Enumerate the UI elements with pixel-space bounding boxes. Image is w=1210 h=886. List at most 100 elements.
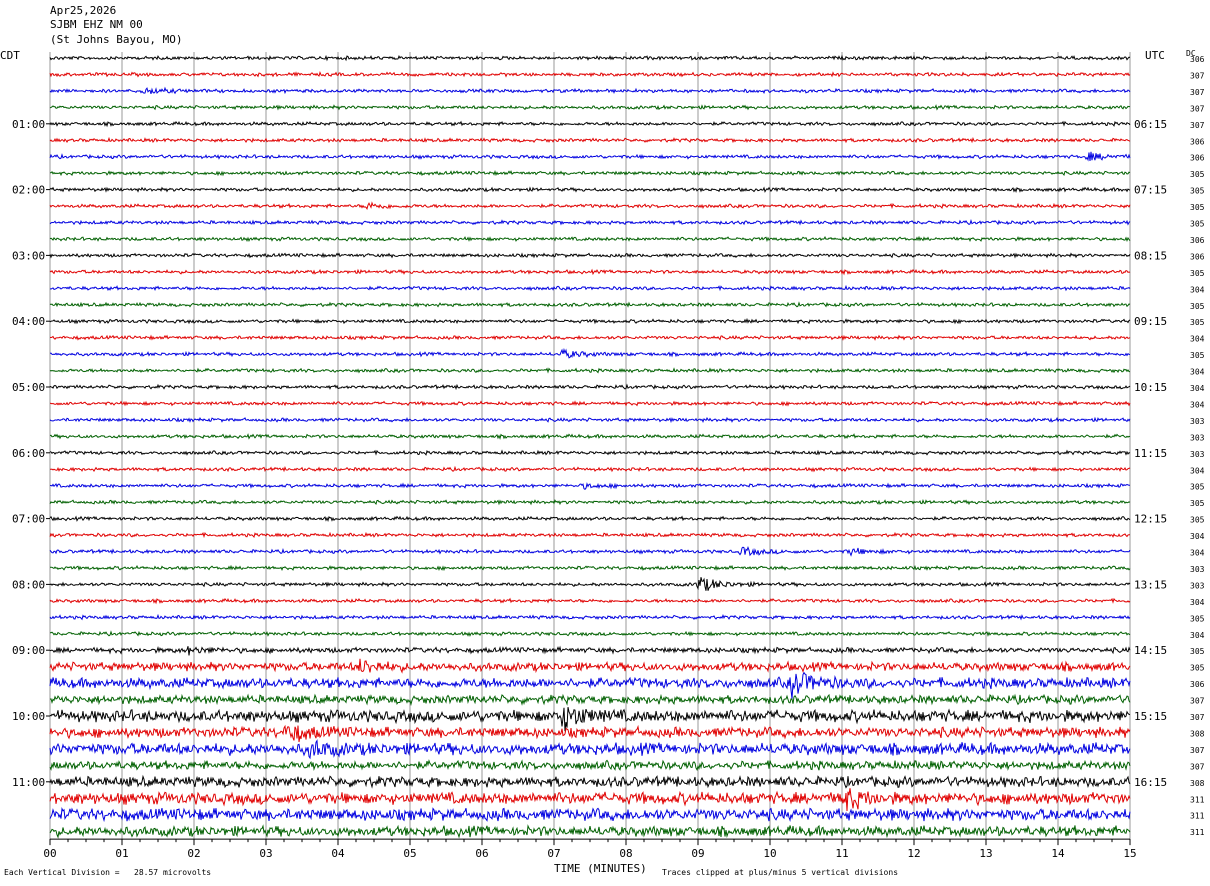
trace-line-1 (49, 71, 1131, 78)
x-tick-label-03: 03 (259, 847, 272, 860)
x-tick-label-01: 01 (115, 847, 128, 860)
trace-line-44 (49, 774, 1131, 789)
trace-line-13 (49, 268, 1131, 276)
dc-offset-label: 304 (1190, 598, 1205, 607)
x-tick-label-13: 13 (979, 847, 992, 860)
dc-offset-label: 305 (1190, 220, 1205, 229)
trace-line-32 (49, 577, 1131, 591)
dc-offset-label: 304 (1190, 549, 1205, 558)
trace-line-31 (49, 564, 1131, 572)
dc-offset-label: 305 (1190, 302, 1205, 311)
right-hour-label: 16:15 (1134, 776, 1167, 789)
dc-header: DC (1186, 49, 1196, 58)
dc-offset-label: 305 (1190, 351, 1205, 360)
dc-offset-label: 306 (1190, 680, 1205, 689)
trace-line-29 (49, 531, 1130, 539)
right-hour-label: 14:15 (1134, 644, 1167, 657)
left-hour-label: 04:00 (12, 315, 45, 328)
dc-offset-label: 305 (1190, 483, 1205, 492)
trace-line-5 (49, 136, 1131, 144)
left-hour-label: 01:00 (12, 118, 45, 131)
x-tick-label-06: 06 (475, 847, 488, 860)
dc-offset-label: 305 (1190, 664, 1205, 673)
trace-line-6 (49, 151, 1131, 162)
trace-line-39 (49, 693, 1131, 707)
dc-offset-label: 305 (1190, 203, 1205, 212)
trace-line-40 (49, 707, 1131, 732)
trace-line-17 (49, 334, 1131, 341)
clipping-note: Traces clipped at plus/minus 5 vertical … (662, 868, 899, 877)
x-axis-title: TIME (MINUTES) (554, 862, 647, 875)
trace-line-36 (49, 645, 1131, 656)
left-hour-label: 03:00 (12, 249, 45, 262)
dc-offset-label: 307 (1190, 88, 1205, 97)
right-hour-label: 06:15 (1134, 118, 1167, 131)
x-tick-label-12: 12 (907, 847, 920, 860)
station-code: SJBM EHZ NM 00 (50, 18, 143, 31)
dc-offset-label: 305 (1190, 318, 1205, 327)
trace-line-30 (49, 546, 1131, 557)
dc-offset-label: 305 (1190, 170, 1205, 179)
dc-offset-label: 307 (1190, 697, 1205, 706)
dc-offset-label: 305 (1190, 269, 1205, 278)
trace-line-9 (49, 201, 1131, 210)
left-hour-label: 08:00 (12, 578, 45, 591)
x-tick-label-00: 00 (43, 847, 56, 860)
trace-line-2 (49, 86, 1131, 95)
left-hour-label: 05:00 (12, 381, 45, 394)
dc-offset-label: 305 (1190, 187, 1205, 196)
trace-line-43 (49, 759, 1131, 771)
left-hour-label: 10:00 (12, 710, 45, 723)
dc-offset-label: 311 (1190, 812, 1205, 821)
dc-offset-label: 303 (1190, 433, 1205, 442)
dc-offset-label: 305 (1190, 647, 1205, 656)
right-hour-label: 08:15 (1134, 249, 1167, 262)
dc-offset-label: 311 (1190, 795, 1205, 804)
trace-line-25 (50, 465, 1131, 473)
helicorder-date: Apr25,2026 (50, 4, 117, 17)
left-timezone: CDT (0, 49, 20, 62)
trace-line-8 (49, 186, 1131, 194)
dc-offset-label: 303 (1190, 565, 1205, 574)
trace-line-20 (49, 383, 1131, 391)
dc-offset-label: 303 (1190, 581, 1205, 590)
right-hour-label: 12:15 (1134, 513, 1167, 526)
dc-offset-label: 308 (1190, 779, 1205, 788)
trace-line-47 (49, 824, 1131, 839)
trace-line-37 (49, 658, 1131, 674)
dc-offset-label: 307 (1190, 713, 1205, 722)
trace-line-35 (49, 630, 1131, 637)
trace-line-42 (49, 739, 1131, 760)
trace-line-3 (49, 104, 1131, 111)
trace-line-22 (49, 416, 1131, 424)
trace-line-23 (49, 433, 1131, 440)
trace-line-24 (49, 449, 1131, 456)
dc-offset-label: 307 (1190, 121, 1205, 130)
dc-offset-label: 304 (1190, 285, 1205, 294)
x-tick-label-04: 04 (331, 847, 345, 860)
dc-offset-label: 303 (1190, 417, 1205, 426)
trace-line-41 (49, 724, 1131, 743)
trace-line-33 (49, 597, 1131, 605)
dc-offset-label: 303 (1190, 450, 1205, 459)
dc-offset-label: 307 (1190, 71, 1205, 80)
dc-offset-label: 308 (1190, 729, 1205, 738)
dc-offset-label: 305 (1190, 516, 1205, 525)
dc-offset-label: 306 (1190, 252, 1205, 261)
x-tick-label-07: 07 (547, 847, 560, 860)
x-tick-label-10: 10 (763, 847, 776, 860)
trace-line-28 (49, 515, 1131, 523)
dc-offset-label: 304 (1190, 532, 1205, 541)
dc-offset-label: 304 (1190, 400, 1205, 409)
trace-line-4 (49, 120, 1131, 128)
trace-line-12 (49, 252, 1131, 259)
dc-offset-label: 304 (1190, 368, 1205, 377)
trace-line-11 (49, 235, 1131, 243)
x-tick-label-14: 14 (1051, 847, 1065, 860)
dc-offset-label: 307 (1190, 104, 1205, 113)
dc-offset-label: 304 (1190, 335, 1205, 344)
trace-line-16 (49, 317, 1131, 325)
dc-offset-label: 306 (1190, 55, 1205, 64)
trace-line-10 (49, 218, 1131, 226)
